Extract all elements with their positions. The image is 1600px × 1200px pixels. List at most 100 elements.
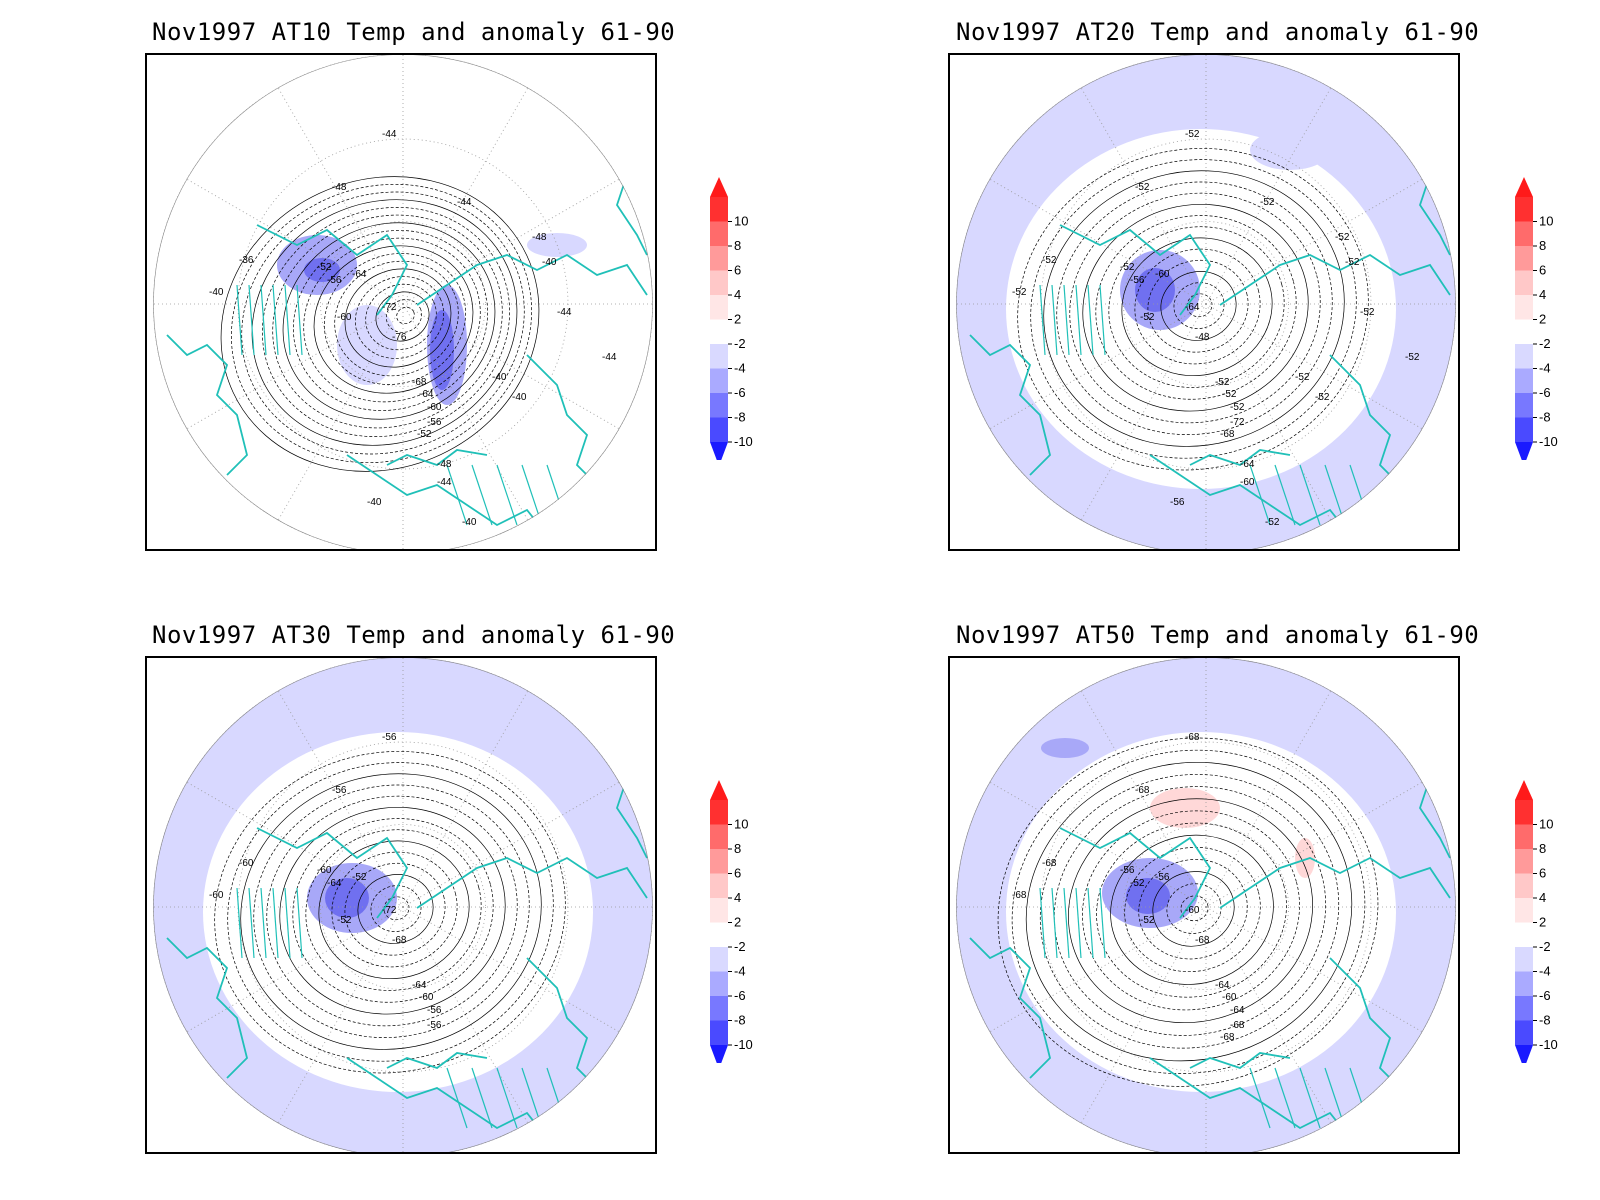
map-boundary — [153, 55, 653, 549]
contour-label: -68 — [392, 935, 407, 946]
contour-line — [344, 862, 446, 956]
meridian-line — [989, 178, 1207, 305]
contour-label: -60 — [419, 992, 434, 1003]
contour-label: -56 — [382, 732, 397, 743]
border-line — [1099, 284, 1106, 356]
contour-label: -68 — [1230, 1020, 1245, 1031]
border-line — [471, 1067, 493, 1129]
colorbar-tick-label: -2 — [1539, 336, 1551, 351]
contour-label: -60 — [1222, 992, 1237, 1003]
contour-label: -40 — [542, 257, 557, 268]
coastline — [1329, 957, 1401, 1089]
colorbar-tick-label: -8 — [734, 410, 746, 425]
colorbar-segment — [710, 246, 728, 271]
colorbar-tick-label: 8 — [734, 238, 741, 253]
meridian-line — [402, 87, 529, 305]
meridian-line — [1080, 690, 1207, 908]
latitude-circle — [320, 824, 486, 990]
polar-map-svg: -60-60-56-56-60-64-52-52-72-68-64-60-56-… — [153, 658, 653, 1152]
meridian-line — [989, 781, 1207, 908]
meridian-line — [1205, 906, 1332, 1124]
colorbar-tick-label: -10 — [734, 434, 753, 449]
colorbar-segment — [1515, 344, 1533, 369]
meridian-line — [989, 906, 1207, 1033]
contour-line — [1068, 798, 1313, 1024]
border-line — [296, 887, 303, 959]
coastline — [1419, 174, 1451, 256]
colorbar-tick-label: -8 — [1539, 1013, 1551, 1028]
colorbar-segment — [710, 197, 728, 222]
contour-line — [279, 806, 506, 1015]
colorbar-tick-label: 8 — [734, 841, 741, 856]
contour-label: -40 — [492, 372, 507, 383]
contour-label: -52 — [1140, 312, 1155, 323]
contour-line — [1147, 259, 1249, 353]
contour-line — [231, 183, 532, 464]
coastline — [616, 777, 648, 859]
meridian-line — [277, 690, 404, 908]
contour-line — [220, 176, 540, 472]
contour-label: -68 — [1135, 785, 1150, 796]
colorbar-segment — [1515, 996, 1533, 1021]
coastline — [1219, 253, 1451, 306]
colorbar-top-arrow — [710, 780, 728, 800]
neutral-region — [1006, 129, 1396, 489]
contour-line — [1030, 159, 1357, 459]
meridian-line — [402, 781, 620, 908]
latitude-circle — [320, 221, 486, 387]
meridian-line — [1080, 87, 1207, 305]
polar-map-svg: -52-52-52-52-52-56-52-60-64-48-52-52-52-… — [956, 55, 1456, 549]
contour-label: -48 — [1195, 332, 1210, 343]
contour-line — [365, 283, 437, 351]
contour-label: -44 — [457, 197, 472, 208]
meridian-line — [1205, 303, 1423, 430]
contour-label: -44 — [602, 352, 617, 363]
colorbar-segment — [1515, 873, 1533, 898]
contour-label: -68 — [1220, 1032, 1235, 1043]
contour-line — [1082, 203, 1309, 412]
coastline — [1149, 1057, 1351, 1139]
contour-line — [385, 299, 423, 333]
border-line — [1051, 284, 1058, 356]
contour-line — [1186, 293, 1213, 318]
contour-line — [305, 829, 482, 991]
coastline — [1059, 224, 1212, 316]
colorbar-segment — [1515, 1020, 1533, 1045]
contour-line — [1082, 810, 1300, 1011]
contour-line — [1166, 883, 1222, 934]
contour-label: -60 — [239, 858, 254, 869]
contour-label: -56 — [1155, 872, 1170, 883]
contour-label: -40 — [462, 517, 477, 528]
colorbar-tick-label: -4 — [1539, 964, 1551, 979]
panel-title: Nov1997 AT20 Temp and anomaly 61-90 — [956, 18, 1480, 46]
meridian-line — [402, 690, 529, 908]
contour-line — [227, 762, 554, 1062]
coastline — [1219, 856, 1451, 909]
border-line — [284, 887, 291, 959]
colorbar-segment — [1515, 922, 1533, 947]
contour-label: -52 — [1260, 197, 1275, 208]
contour-label: -56 — [1170, 497, 1185, 508]
contour-label: -52 — [352, 872, 367, 883]
border-line — [1075, 887, 1082, 959]
meridian-line — [186, 781, 404, 908]
contour-label: -68 — [1195, 935, 1210, 946]
contour-label: -52 — [1315, 392, 1330, 403]
colorbar-segment — [1515, 221, 1533, 246]
coastline — [1189, 449, 1291, 467]
contour-label: -36 — [239, 255, 254, 266]
colorbar-segment — [710, 849, 728, 874]
contour-line — [303, 237, 481, 403]
contour-line — [282, 222, 496, 420]
contour-label: -68 — [412, 377, 427, 388]
border-line — [1087, 284, 1094, 356]
contour-line — [214, 751, 566, 1074]
colorbar-segment — [710, 221, 728, 246]
contour-label: -64 — [419, 389, 434, 400]
polar-map: -60 -60 -56 -56 -60 -64 -52 -52 -72 -68 -64 -60 -56-… — [145, 656, 657, 1154]
colorbar-tick-label: -8 — [1539, 410, 1551, 425]
colorbar-tick-label: -6 — [1539, 988, 1551, 1003]
coastline — [1189, 1052, 1291, 1070]
contour-line — [370, 885, 422, 932]
contour-label: -52 — [1335, 232, 1350, 243]
